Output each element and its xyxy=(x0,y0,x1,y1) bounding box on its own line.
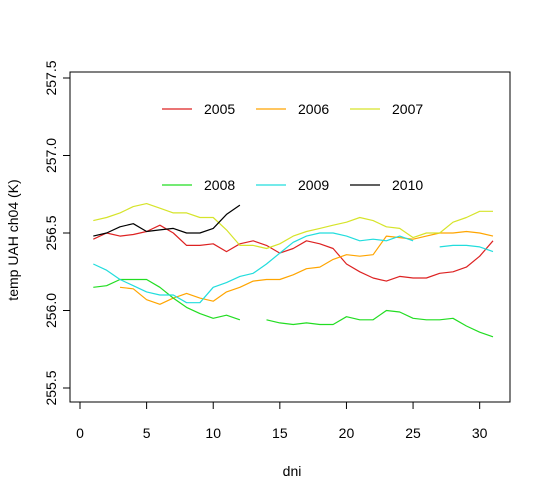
legend-label-2008: 2008 xyxy=(204,177,235,193)
x-tick-label: 15 xyxy=(272,425,288,441)
series-line-2010 xyxy=(93,204,241,237)
series-line-2009 xyxy=(93,232,414,304)
x-tick-label: 20 xyxy=(339,425,355,441)
y-tick-label: 257.5 xyxy=(43,60,59,95)
legend-label-2007: 2007 xyxy=(392,101,423,117)
x-axis: 0 5 10 15 20 25 30 xyxy=(76,401,488,441)
x-tick-label: 25 xyxy=(405,425,421,441)
plot-frame xyxy=(69,71,511,403)
x-tick-label: 10 xyxy=(205,425,221,441)
series-line-2009 xyxy=(439,244,494,253)
legend-label-2010: 2010 xyxy=(392,177,423,193)
legend-label-2005: 2005 xyxy=(204,101,235,117)
series-line-2006 xyxy=(119,230,494,305)
series-line-2007 xyxy=(93,203,493,250)
y-tick-label: 257.0 xyxy=(43,138,59,173)
x-tick-label: 0 xyxy=(76,425,84,441)
series-layer xyxy=(93,203,494,338)
x-axis-title: dni xyxy=(283,463,302,479)
y-tick-label: 256.0 xyxy=(43,293,59,328)
series-line-2008 xyxy=(266,309,494,338)
legend-label-2009: 2009 xyxy=(298,177,329,193)
legend: 2005 2006 2007 2008 2009 2010 xyxy=(162,101,423,193)
y-tick-label: 255.5 xyxy=(43,370,59,405)
y-tick-label: 256.5 xyxy=(43,215,59,250)
x-tick-label: 5 xyxy=(143,425,151,441)
y-axis: 255.5 256.0 256.5 257.0 257.5 xyxy=(43,60,71,406)
legend-label-2006: 2006 xyxy=(298,101,329,117)
x-tick-label: 30 xyxy=(472,425,488,441)
series-line-2005 xyxy=(93,224,494,282)
series-line-2008 xyxy=(93,278,241,321)
y-axis-title: temp UAH ch04 (K) xyxy=(5,179,21,300)
